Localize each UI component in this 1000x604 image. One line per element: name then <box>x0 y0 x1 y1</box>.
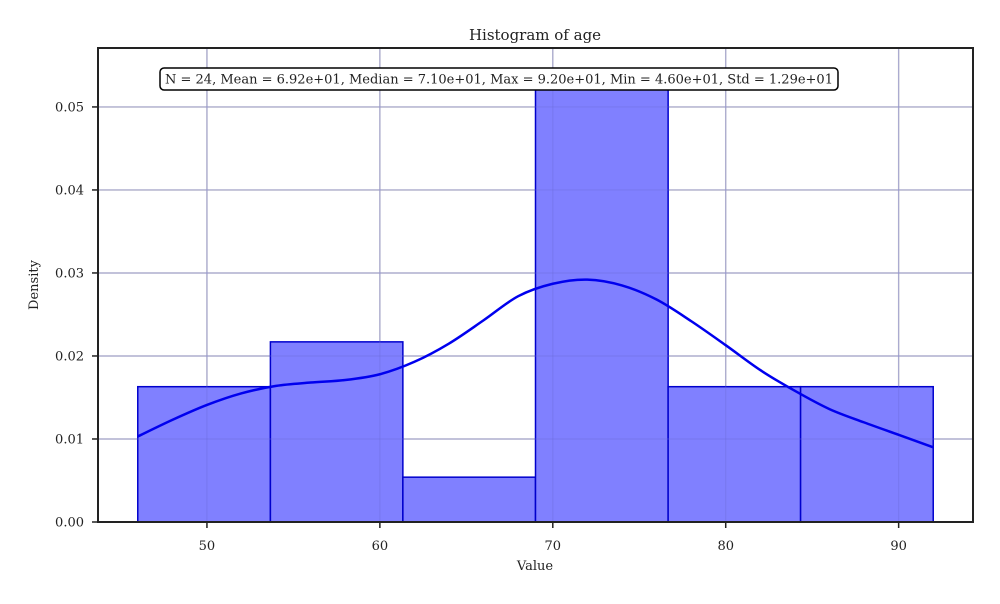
histogram-bar <box>799 385 934 523</box>
histogram-bars <box>98 48 973 523</box>
y-tick-label: 0.00 <box>55 516 84 531</box>
histogram-bar <box>402 476 537 523</box>
y-tick-label: 0.03 <box>55 266 84 281</box>
y-tick-label: 0.02 <box>55 349 84 364</box>
y-axis-label: Density <box>27 259 42 310</box>
kde-curve <box>137 278 934 449</box>
chart-title: Histogram of age <box>469 26 601 44</box>
x-tick-label: 80 <box>717 539 734 554</box>
x-tick-label: 50 <box>199 539 216 554</box>
x-axis-label: Value <box>516 559 553 574</box>
x-tick-label: 90 <box>890 539 907 554</box>
y-tick-label: 0.01 <box>55 432 84 447</box>
axes: 50 60 70 80 90 0.00 0.01 0.02 0.03 0.04 0.05 <box>55 47 974 554</box>
stats-annotation: N = 24, Mean = 6.92e+01, Median = 7.10e+… <box>165 73 833 88</box>
axes-frame <box>97 47 974 523</box>
histogram-bar <box>667 385 802 523</box>
histogram-bar <box>137 385 272 523</box>
y-tick-label: 0.04 <box>55 183 84 198</box>
x-tick-label: 70 <box>545 539 562 554</box>
stats-annotation-group: N = 24, Mean = 6.92e+01, Median = 7.10e+… <box>159 67 839 91</box>
stats-annotation-box <box>159 67 839 91</box>
histogram-bar <box>534 70 669 523</box>
histogram-bar <box>269 341 404 523</box>
kde-curve-group <box>137 278 934 449</box>
y-tick-label: 0.05 <box>55 100 84 115</box>
x-tick-label: 60 <box>372 539 389 554</box>
